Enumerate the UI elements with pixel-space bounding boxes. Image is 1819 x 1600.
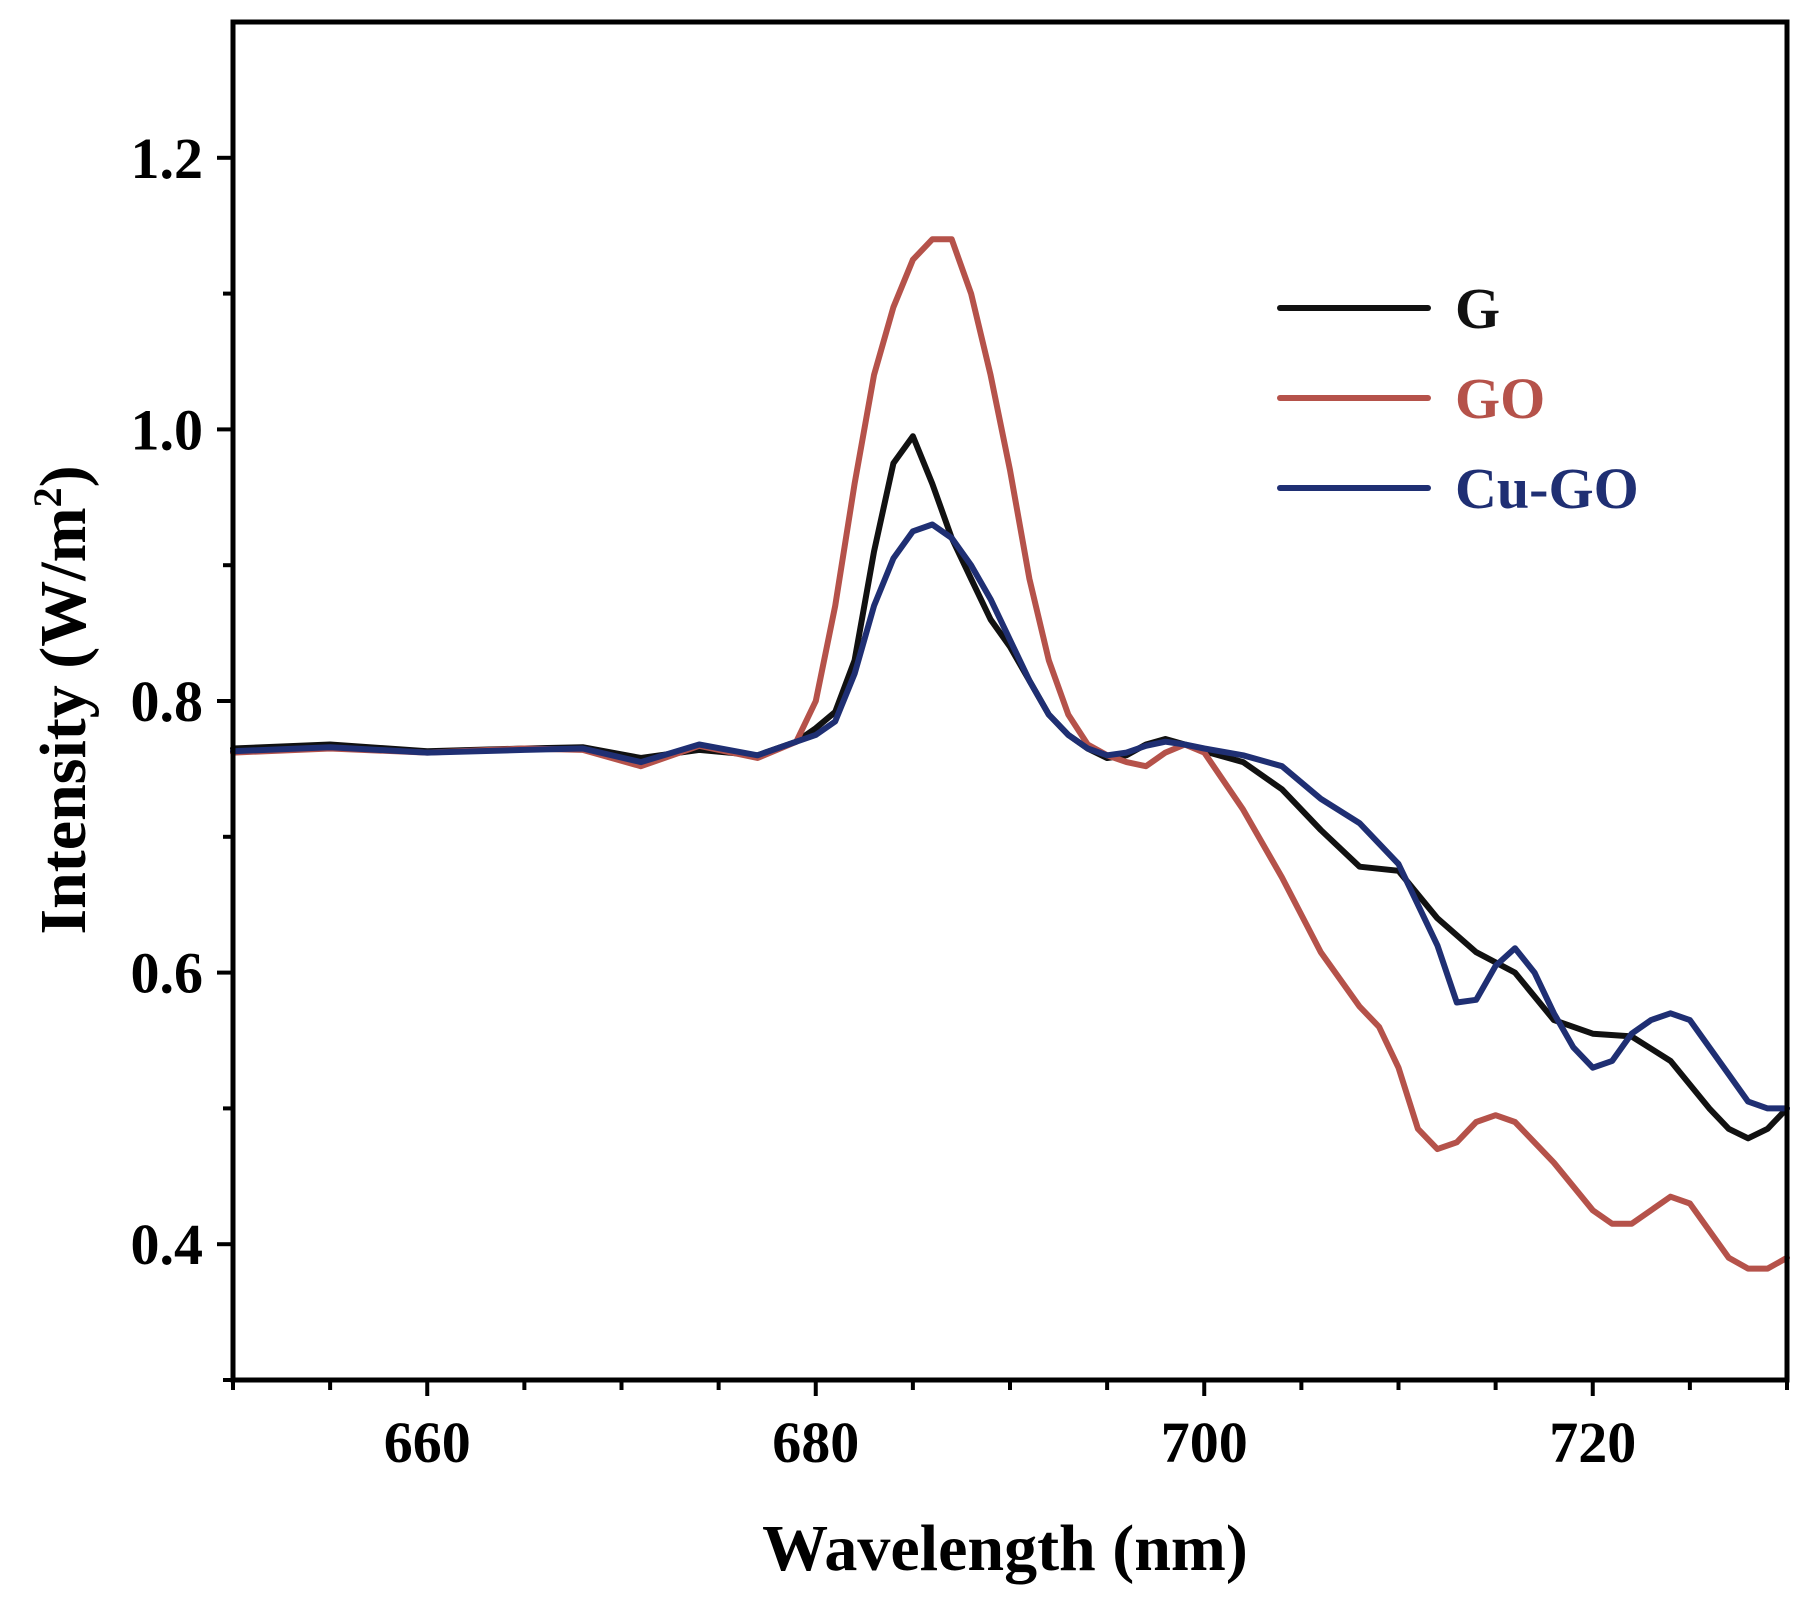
x-axis-ticks: 660 680 700 720: [231, 1380, 1789, 1475]
series-line-cu-go: [230, 521, 1790, 1112]
x-axis-title: Wavelength (nm): [762, 1512, 1248, 1585]
y-axis-title-suffix: ): [27, 465, 100, 487]
legend: G GO Cu-GO: [1277, 276, 1639, 521]
y-tick-label: 0.8: [131, 669, 204, 734]
x-tick-label: 700: [1161, 1410, 1248, 1475]
y-tick-label: 0.4: [131, 1212, 204, 1277]
series-line-go: [230, 236, 1790, 1272]
series-layer: [230, 236, 1790, 1272]
x-tick-label: 720: [1549, 1410, 1636, 1475]
legend-label-g: G: [1455, 276, 1500, 341]
x-tick-label: 660: [384, 1410, 471, 1475]
y-axis-title-main: Intensity (W/m: [27, 507, 100, 934]
y-axis-title: Intensity (W/m2): [25, 465, 100, 934]
y-axis-title-superscript: 2: [25, 487, 70, 507]
x-tick-label: 680: [772, 1410, 859, 1475]
y-tick-label: 1.2: [131, 126, 204, 191]
y-axis-ticks: 0.4 0.6 0.8 1.0 1.2: [131, 126, 233, 1382]
y-tick-label: 0.6: [131, 941, 204, 1006]
legend-label-cu-go: Cu-GO: [1455, 456, 1639, 521]
legend-label-go: GO: [1455, 366, 1545, 431]
y-tick-label: 1.0: [131, 397, 204, 462]
